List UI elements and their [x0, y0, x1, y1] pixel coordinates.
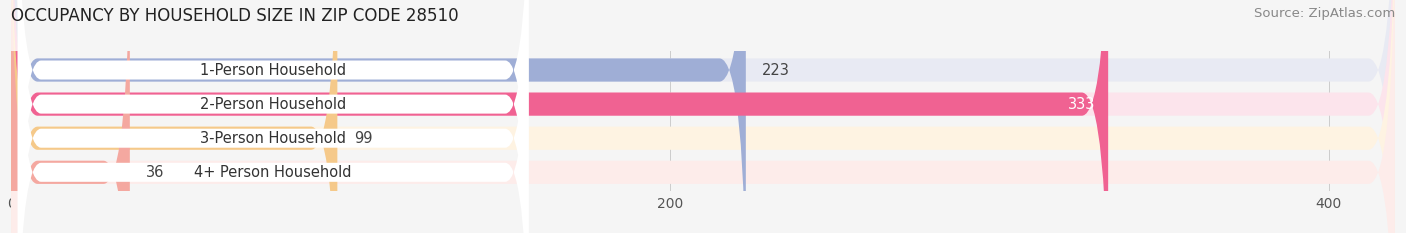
- Text: OCCUPANCY BY HOUSEHOLD SIZE IN ZIP CODE 28510: OCCUPANCY BY HOUSEHOLD SIZE IN ZIP CODE …: [11, 7, 458, 25]
- FancyBboxPatch shape: [11, 0, 337, 233]
- FancyBboxPatch shape: [18, 0, 529, 233]
- FancyBboxPatch shape: [11, 0, 1395, 233]
- FancyBboxPatch shape: [18, 0, 529, 233]
- Text: 3-Person Household: 3-Person Household: [200, 131, 346, 146]
- FancyBboxPatch shape: [11, 0, 1395, 233]
- Text: 333: 333: [1067, 97, 1095, 112]
- Text: 4+ Person Household: 4+ Person Household: [194, 165, 352, 180]
- FancyBboxPatch shape: [11, 0, 129, 233]
- FancyBboxPatch shape: [18, 0, 529, 233]
- FancyBboxPatch shape: [18, 0, 529, 233]
- Text: 2-Person Household: 2-Person Household: [200, 97, 346, 112]
- Text: 99: 99: [354, 131, 373, 146]
- Text: Source: ZipAtlas.com: Source: ZipAtlas.com: [1254, 7, 1395, 20]
- Text: 1-Person Household: 1-Person Household: [200, 62, 346, 78]
- FancyBboxPatch shape: [11, 0, 1395, 233]
- FancyBboxPatch shape: [11, 0, 1108, 233]
- Text: 223: 223: [762, 62, 790, 78]
- FancyBboxPatch shape: [11, 0, 745, 233]
- Text: 36: 36: [146, 165, 165, 180]
- FancyBboxPatch shape: [11, 0, 1395, 233]
